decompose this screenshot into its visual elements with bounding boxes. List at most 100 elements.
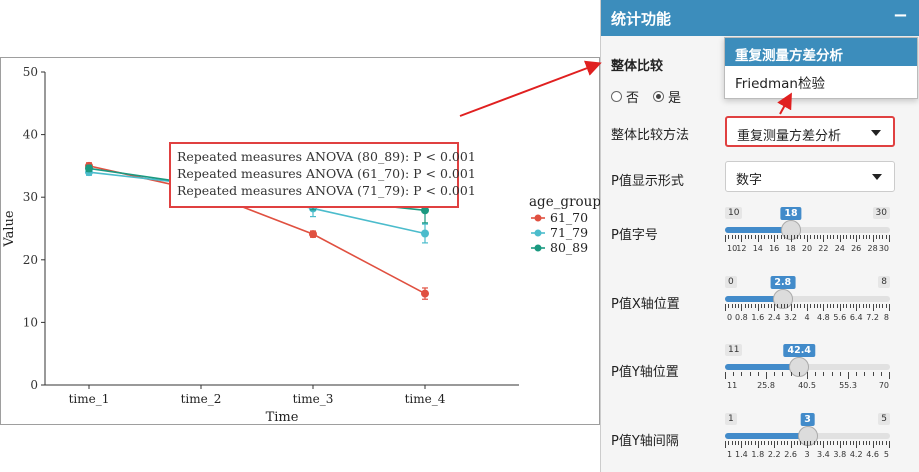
slider-tick <box>816 235 818 239</box>
slider-tick <box>793 304 795 308</box>
slider-tick <box>807 235 808 242</box>
font-size-slider[interactable]: 10 30 18 10 12 14 16 18 20 22 24 26 28 30 <box>725 207 895 257</box>
slider-tick <box>852 235 854 239</box>
slider-tick-label: 2.2 <box>767 450 781 459</box>
x-position-slider[interactable]: 0 8 2.8 0 0.8 1.6 2.4 3.2 4 4.8 5.6 6.4 7.2 8 <box>725 276 895 326</box>
slider-tick <box>813 441 815 445</box>
legend-label: 80_89 <box>550 240 588 255</box>
slider-tick <box>761 235 763 239</box>
y-position-slider[interactable]: 11 42.4 11 25.8 40.5 55.3 70 <box>725 344 895 394</box>
data-point <box>309 230 317 239</box>
slider-tick <box>780 441 782 445</box>
radio-no[interactable] <box>611 91 622 102</box>
slider-tick <box>831 372 833 376</box>
slider-tick <box>846 304 848 308</box>
dropdown-option[interactable]: Friedman检验 <box>735 76 825 92</box>
slider-track[interactable] <box>725 296 890 302</box>
method-select-value: 重复测量方差分析 <box>737 129 842 144</box>
slider-tick <box>810 235 812 239</box>
slider-tick-labels: 10 12 14 16 18 20 22 24 26 28 30 <box>725 244 890 254</box>
slider-tick <box>774 304 776 311</box>
slider-tick <box>820 304 822 308</box>
slider-tick <box>790 441 792 448</box>
slider-tick <box>875 441 877 445</box>
slider-tick <box>872 441 874 448</box>
slider-tick <box>784 235 786 239</box>
chevron-down-icon <box>871 130 881 136</box>
slider-tick <box>856 441 858 448</box>
slider-tick <box>782 372 784 376</box>
slider-tick <box>810 441 812 445</box>
slider-tick <box>866 304 868 308</box>
slider-tick <box>733 372 735 376</box>
slider-tick <box>731 304 733 308</box>
slider-tick <box>754 441 756 445</box>
method-select[interactable]: 重复测量方差分析 <box>725 116 895 147</box>
slider-tick-label: 0 <box>727 313 733 322</box>
slider-tick <box>846 441 848 445</box>
slider-tick-label: 6.4 <box>849 313 863 322</box>
slider-tick <box>803 304 805 308</box>
slider-tick <box>848 372 849 379</box>
anova-annotation-line: Repeated measures ANOVA (71_79): P < 0.0… <box>177 183 476 198</box>
pformat-select[interactable]: 数字 <box>725 161 895 192</box>
slider-tick <box>741 372 743 376</box>
slider-tick <box>731 441 733 445</box>
radio-yes[interactable] <box>653 91 665 102</box>
slider-tick <box>836 235 838 239</box>
slider-tick <box>872 304 874 311</box>
slider-tick <box>754 304 756 308</box>
legend-label: 61_70 <box>550 210 588 225</box>
slider-tick <box>852 441 854 445</box>
slider-tick <box>728 304 730 308</box>
collapse-button[interactable]: − <box>892 5 908 26</box>
slider-ticks <box>725 235 890 243</box>
slider-tick <box>849 235 851 239</box>
slider-tick-label: 10 <box>727 244 738 253</box>
slider-max-label: 8 <box>878 276 890 288</box>
slider-tick <box>839 372 841 376</box>
slider-tick-labels: 0 0.8 1.6 2.4 3.2 4 4.8 5.6 6.4 7.2 8 <box>725 313 890 323</box>
slider-tick <box>774 441 776 448</box>
slider-tick <box>744 441 746 445</box>
slider-track[interactable] <box>725 227 890 233</box>
slider-tick <box>754 235 756 239</box>
slider-value-badge: 42.4 <box>783 344 815 357</box>
slider-tick <box>829 235 831 239</box>
slider-tick <box>741 441 743 448</box>
slider-tick <box>764 235 766 239</box>
slider-tick-label: 4.8 <box>817 313 830 322</box>
slider-tick <box>866 441 868 445</box>
slider-tick <box>751 304 753 308</box>
y-spacing-slider[interactable]: 1 5 3 1 1.4 1.8 2.2 2.6 3 3.4 3.8 4.2 4.6 5 <box>725 413 895 463</box>
slider-tick <box>761 304 763 308</box>
line-chart: 0 10 20 30 40 50 time_1 time_2 time_3 time_4 Time V… <box>2 65 601 425</box>
slider-tick <box>829 304 831 308</box>
slider-tick <box>734 441 736 445</box>
slider-max-label: 30 <box>872 207 890 219</box>
y-tick-label: 50 <box>23 65 38 79</box>
x-tick-label: time_1 <box>69 392 110 406</box>
slider-tick <box>725 235 726 242</box>
slider-tick <box>880 372 882 376</box>
slider-tick <box>823 304 825 311</box>
slider-tick <box>734 235 736 239</box>
slider-tick <box>810 304 812 308</box>
y-tick-label: 10 <box>23 315 38 329</box>
slider-tick <box>882 235 884 239</box>
slider-tick <box>784 304 786 308</box>
y-tick-label: 30 <box>23 190 38 204</box>
slider-tick <box>761 441 763 445</box>
slider-tick <box>766 372 767 379</box>
slider-tick <box>833 235 835 239</box>
slider-tick <box>862 235 864 239</box>
slider-tick <box>787 304 789 308</box>
slider-min-label: 11 <box>725 344 743 356</box>
overall-compare-label: 整体比较 <box>611 59 664 74</box>
dropdown-option[interactable]: 重复测量方差分析 <box>725 38 917 66</box>
slider-value-badge: 2.8 <box>770 276 796 289</box>
radio-no-label: 否 <box>626 91 640 106</box>
slider-tick-labels: 1 1.4 1.8 2.2 2.6 3 3.4 3.8 4.2 4.6 5 <box>725 450 890 460</box>
slider-tick <box>829 441 831 445</box>
slider-handle[interactable] <box>789 357 810 377</box>
